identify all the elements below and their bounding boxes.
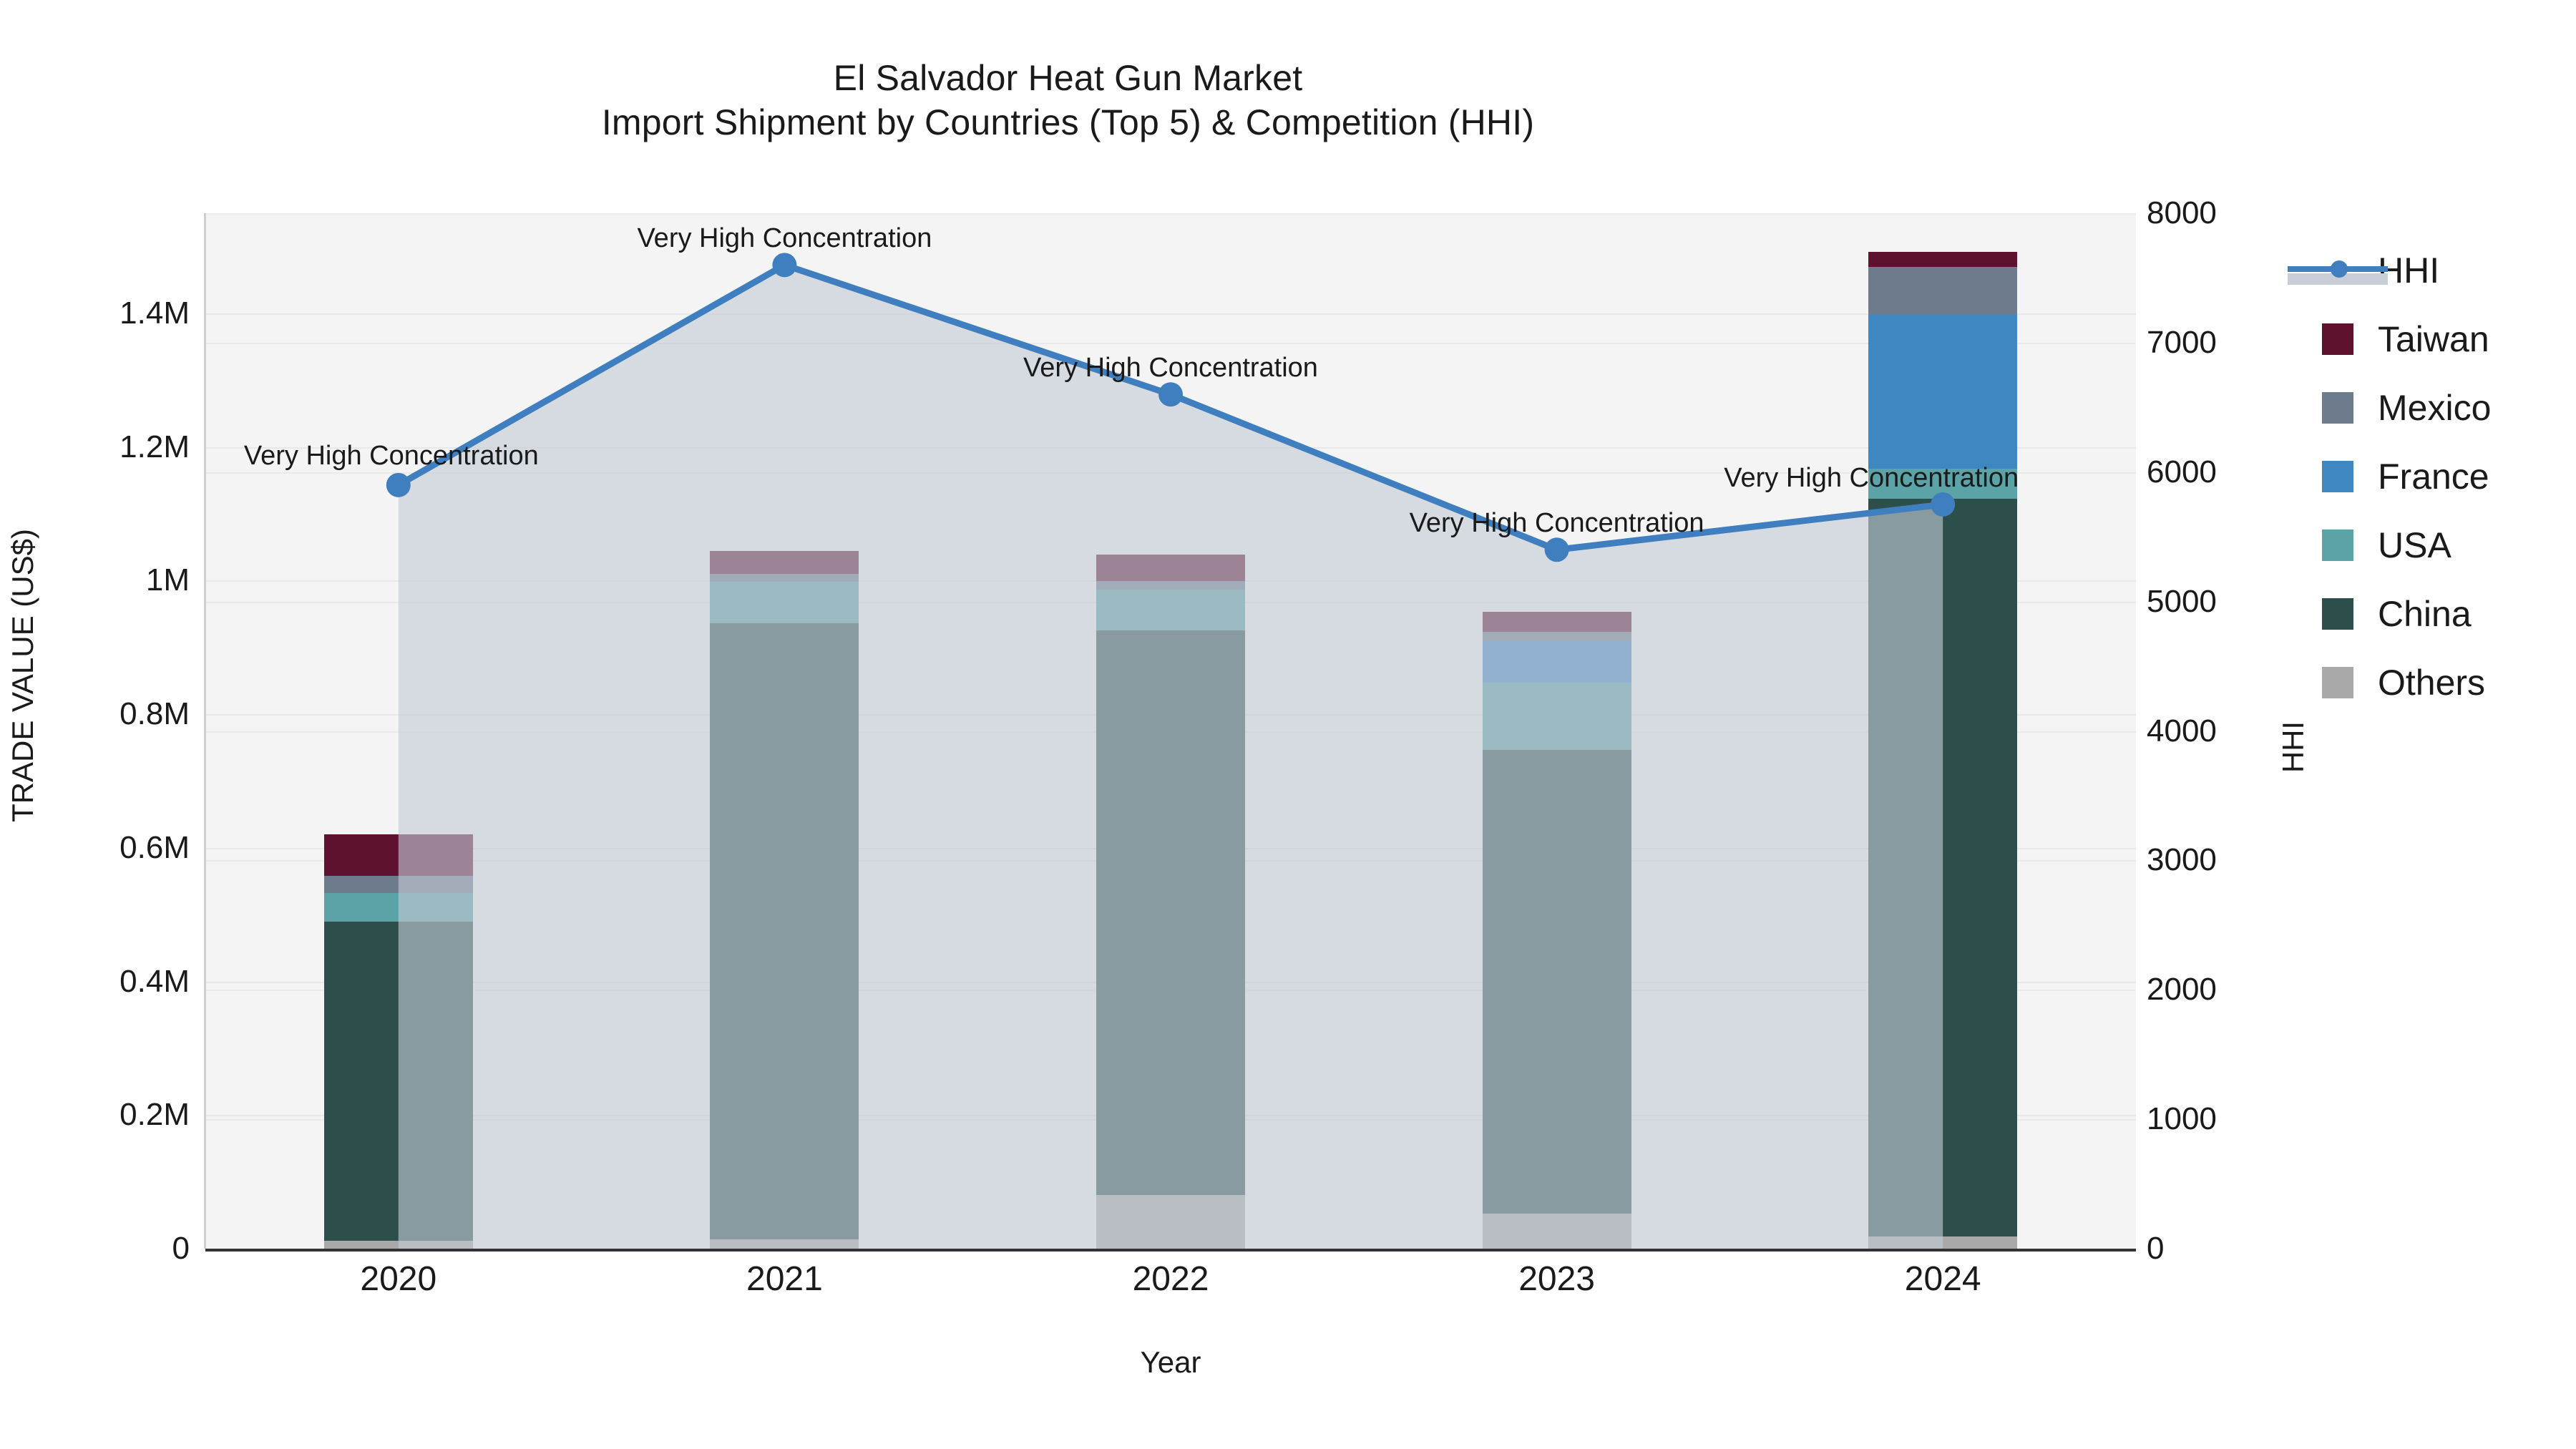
y-right-tick: 7000 xyxy=(2147,324,2217,360)
y-right-tick: 2000 xyxy=(2147,972,2217,1008)
y-left-tick: 0.8M xyxy=(119,696,190,732)
legend-swatch-icon xyxy=(2322,323,2353,355)
y-right-tick: 4000 xyxy=(2147,713,2217,748)
legend-label: China xyxy=(2378,594,2472,634)
y-left-tick: 1.4M xyxy=(119,296,190,331)
y-axis-right-ticks: 0 1000 2000 3000 4000 5000 6000 7000 8000 xyxy=(2147,0,2361,1449)
x-axis-line xyxy=(205,1249,2136,1252)
x-tick-2022: 2022 xyxy=(1132,1260,1209,1298)
legend-label: USA xyxy=(2378,525,2451,565)
legend-label: Others xyxy=(2378,663,2486,703)
y-right-tick: 0 xyxy=(2147,1231,2165,1266)
y-right-tick: 1000 xyxy=(2147,1101,2217,1137)
x-axis-ticks: 2020 2021 2022 2023 2024 xyxy=(205,1259,2136,1317)
y-left-tick: 1M xyxy=(145,562,190,598)
legend-label: HHI xyxy=(2378,250,2440,291)
y-right-tick: 6000 xyxy=(2147,454,2217,489)
x-tick-2023: 2023 xyxy=(1518,1260,1595,1298)
y-left-tick: 0 xyxy=(172,1231,190,1266)
x-tick-2021: 2021 xyxy=(746,1260,823,1298)
legend-line-icon xyxy=(2288,255,2388,286)
hhi-point-2022[interactable] xyxy=(1158,382,1183,407)
hhi-line-series xyxy=(386,253,1956,1249)
legend-item-mexico[interactable]: Mexico xyxy=(2322,374,2576,442)
hhi-point-2021[interactable] xyxy=(772,253,797,278)
y-right-tick: 3000 xyxy=(2147,842,2217,878)
legend: HHI Taiwan Mexico France USA China Others xyxy=(2288,236,2576,717)
chart-title: El Salvador Heat Gun Market Import Shipm… xyxy=(0,56,2136,145)
legend-swatch-icon xyxy=(2322,461,2353,492)
legend-swatch-icon xyxy=(2322,530,2353,561)
y-axis-left-title: TRADE VALUE (US$) xyxy=(6,529,39,822)
legend-swatch-icon xyxy=(2322,392,2353,424)
legend-label: Taiwan xyxy=(2378,319,2489,359)
legend-item-taiwan[interactable]: Taiwan xyxy=(2322,305,2576,374)
x-axis-title: Year xyxy=(1140,1345,1201,1379)
y-axis-right-title: HHI xyxy=(2276,721,2310,774)
hhi-area-fill xyxy=(398,265,1943,1249)
y-left-tick: 0.4M xyxy=(119,963,190,999)
legend-item-china[interactable]: China xyxy=(2322,580,2576,648)
gridline-left xyxy=(205,313,2136,316)
gridline-right xyxy=(205,213,2136,215)
x-tick-2020: 2020 xyxy=(360,1260,437,1298)
chart-title-line-1: El Salvador Heat Gun Market xyxy=(833,58,1303,98)
bar-segment-others-2020[interactable] xyxy=(323,1240,473,1249)
hhi-point-2023[interactable] xyxy=(1544,537,1569,562)
annotation-2023: Very High Concentration xyxy=(1409,508,1704,539)
legend-label: France xyxy=(2378,457,2489,497)
y-axis-left-line xyxy=(204,213,206,1249)
x-tick-2024: 2024 xyxy=(1904,1260,1981,1298)
legend-label: Mexico xyxy=(2378,388,2492,428)
hhi-point-2020[interactable] xyxy=(386,472,411,497)
y-left-tick: 0.6M xyxy=(119,829,190,865)
bar-segment-france-2024[interactable] xyxy=(1868,314,2018,469)
annotation-2020: Very High Concentration xyxy=(243,440,539,471)
y-left-tick: 0.2M xyxy=(119,1097,190,1133)
legend-swatch-icon xyxy=(2322,667,2353,698)
bar-segment-mexico-2024[interactable] xyxy=(1868,266,2018,315)
annotation-2024: Very High Concentration xyxy=(1724,462,2019,493)
annotation-2022: Very High Concentration xyxy=(1023,353,1318,384)
legend-item-usa[interactable]: USA xyxy=(2322,511,2576,580)
y-right-tick: 8000 xyxy=(2147,195,2217,230)
gridline-right xyxy=(205,342,2136,344)
plot-area xyxy=(205,213,2136,1250)
legend-item-hhi[interactable]: HHI xyxy=(2288,236,2576,305)
y-axis-left-ticks: 0 0.2M 0.4M 0.6M 0.8M 1M 1.2M 1.4M xyxy=(0,0,190,1449)
hhi-point-2024[interactable] xyxy=(1931,492,1956,517)
legend-item-others[interactable]: Others xyxy=(2322,648,2576,717)
legend-swatch-icon xyxy=(2322,598,2353,630)
bar-segment-taiwan-2024[interactable] xyxy=(1868,252,2018,267)
y-right-tick: 5000 xyxy=(2147,583,2217,619)
chart-title-line-2: Import Shipment by Countries (Top 5) & C… xyxy=(601,102,1535,142)
annotation-2021: Very High Concentration xyxy=(637,223,932,254)
legend-item-france[interactable]: France xyxy=(2322,442,2576,511)
y-left-tick: 1.2M xyxy=(119,429,190,464)
